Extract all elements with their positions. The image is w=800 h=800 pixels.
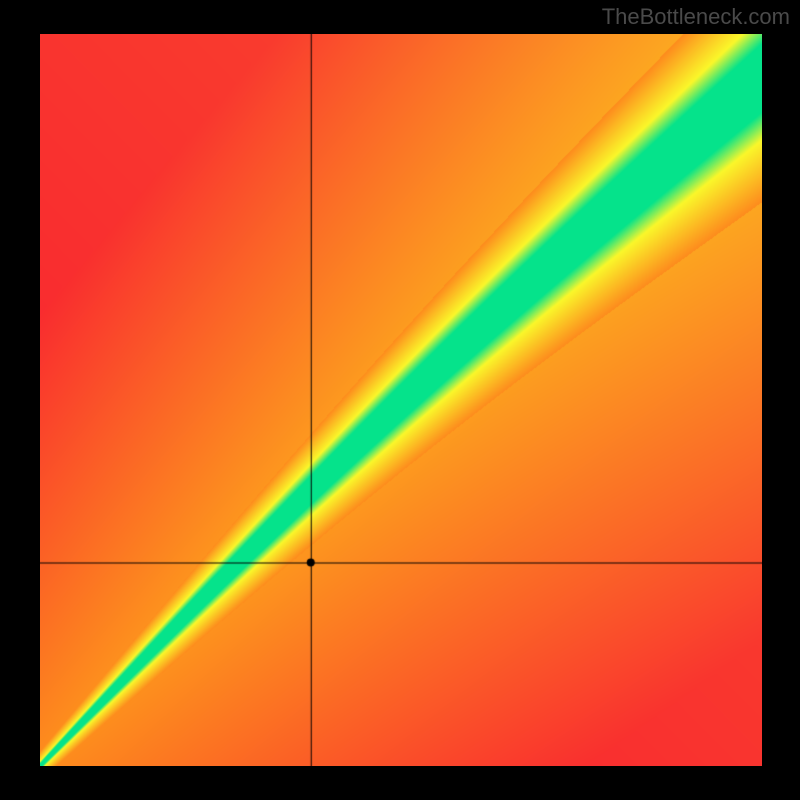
chart-container: { "watermark": "TheBottleneck.com", "can… xyxy=(0,0,800,800)
watermark-text: TheBottleneck.com xyxy=(602,4,790,30)
overlay-canvas xyxy=(40,34,762,766)
